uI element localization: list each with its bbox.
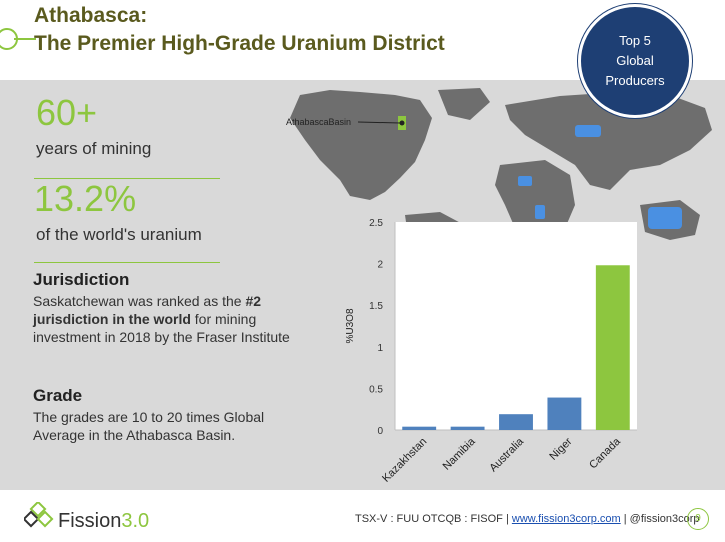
stat-divider-2 xyxy=(34,262,220,263)
stat-share-value: 13.2% xyxy=(34,178,137,219)
top5-badge: Top 5 Global Producers xyxy=(578,4,692,118)
chart-bar xyxy=(499,414,533,430)
fission-logo-text: Fission3.0 xyxy=(58,510,149,533)
chart-y-tick-label: 1.5 xyxy=(369,301,383,312)
jurisdiction-text-post: for mining investment in 2018 by the Fra… xyxy=(33,311,290,345)
footer-links: TSX-V : FUU OTCQB : FISOF | www.fission3… xyxy=(355,513,700,525)
chart-bar xyxy=(402,426,437,430)
logo-version: 3.0 xyxy=(121,510,150,532)
map-highlight-niger xyxy=(518,176,532,186)
chart-y-tick-label: 2 xyxy=(377,260,383,271)
footer-handle: | @fission3corp xyxy=(623,513,700,525)
badge-line-1: Top 5 xyxy=(619,33,651,48)
title-line-2: The Premier High-Grade Uranium District xyxy=(34,32,445,55)
jurisdiction-text-bold: #2 jurisdiction in the world xyxy=(33,293,262,327)
stat-divider-1 xyxy=(34,178,220,179)
stat-years-label: years of mining xyxy=(36,139,152,158)
map-label-athabasca: AthabascaBasin xyxy=(286,117,351,127)
chart-y-tick-label: 2.5 xyxy=(369,218,383,229)
map-eurasia xyxy=(505,92,712,190)
stat-years-value: 60+ xyxy=(36,92,98,133)
map-highlight-kazakhstan xyxy=(575,125,601,137)
chart-y-tick-label: 0.5 xyxy=(369,384,383,395)
jurisdiction-text-pre: Saskatchewan was ranked as the xyxy=(33,293,246,309)
badge-line-2: Global xyxy=(616,53,654,68)
footer-website-link[interactable]: www.fission3corp.com xyxy=(511,513,621,525)
jurisdiction-heading: Jurisdiction xyxy=(33,270,130,289)
logo-name: Fission xyxy=(58,510,122,532)
fission-logo-icon xyxy=(24,502,54,528)
chart-y-tick-label: 0 xyxy=(377,426,383,437)
chart-y-axis-label: %U3O8 xyxy=(345,308,356,343)
badge-line-3: Producers xyxy=(605,73,665,88)
jurisdiction-text: Saskatchewan was ranked as the #2 jurisd… xyxy=(33,292,293,346)
map-highlight-namibia xyxy=(535,205,545,219)
chart-x-tick-label: Kazakhstan xyxy=(380,436,429,485)
chart-x-tick-label: Canada xyxy=(587,435,623,471)
stat-share-label: of the world's uranium xyxy=(36,225,202,244)
footer-tickers: TSX-V : FUU OTCQB : FISOF | xyxy=(355,513,509,525)
chart-bar xyxy=(595,265,630,430)
chart-bar xyxy=(547,397,582,430)
footer xyxy=(0,490,725,542)
map-athabasca-dot xyxy=(399,120,405,126)
map-greenland xyxy=(438,88,490,120)
chart-y-tick-label: 1 xyxy=(377,343,383,354)
grade-text: The grades are 10 to 20 times Global Ave… xyxy=(33,409,265,443)
chart-bar xyxy=(450,426,485,430)
chart-x-tick-label: Namibia xyxy=(441,435,479,473)
page-title: Athabasca: The Premier High-Grade Uraniu… xyxy=(34,2,445,58)
chart-x-tick-label: Niger xyxy=(547,435,574,462)
title-line-1: Athabasca: xyxy=(34,4,148,27)
grade-heading: Grade xyxy=(33,386,83,405)
page-number: 9 xyxy=(687,508,709,530)
chart-x-tick-label: Australia xyxy=(487,435,526,474)
title-line xyxy=(14,38,36,40)
map-label-leader xyxy=(357,121,401,124)
map-highlight-australia xyxy=(648,207,682,229)
map-north-america xyxy=(290,90,432,200)
